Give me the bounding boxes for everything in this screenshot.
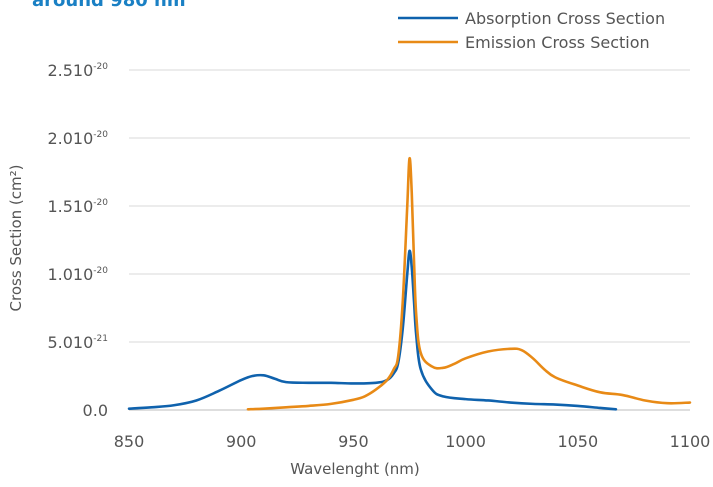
y-tick-labels: 0.0 5.010-21 1.010-20 1.510-20 2.010-20 2.510… (47, 61, 108, 420)
y-tick-label: 2.510-20 (47, 61, 108, 80)
y-tick-label: 0.0 (83, 401, 108, 420)
x-axis-label: Wavelenght (nm) (290, 460, 420, 478)
legend-label: Absorption Cross Section (465, 9, 665, 28)
gridlines (129, 69, 690, 411)
x-tick-label: 1000 (445, 432, 486, 451)
y-tick-label: 2.010-20 (47, 129, 108, 148)
x-tick-label: 900 (226, 432, 257, 451)
y-tick-label: 1.010-20 (47, 265, 108, 284)
x-tick-label: 850 (114, 432, 145, 451)
x-tick-label: 950 (338, 432, 369, 451)
chart-title: around 980 nm (32, 0, 186, 11)
x-tick-labels: 850 900 950 1000 1050 1100 (114, 432, 711, 451)
legend: Absorption Cross Section Emission Cross S… (398, 9, 665, 52)
y-tick-label: 1.510-20 (47, 197, 108, 216)
y-tick-label: 5.010-21 (47, 333, 108, 352)
absorption-series-line (127, 249, 618, 411)
emission-series-line (246, 157, 692, 411)
x-tick-label: 1050 (557, 432, 598, 451)
legend-label: Emission Cross Section (465, 33, 650, 52)
x-tick-label: 1100 (670, 432, 711, 451)
series-lines (127, 157, 692, 411)
y-axis-label: Cross Section (cm²) (7, 165, 25, 312)
